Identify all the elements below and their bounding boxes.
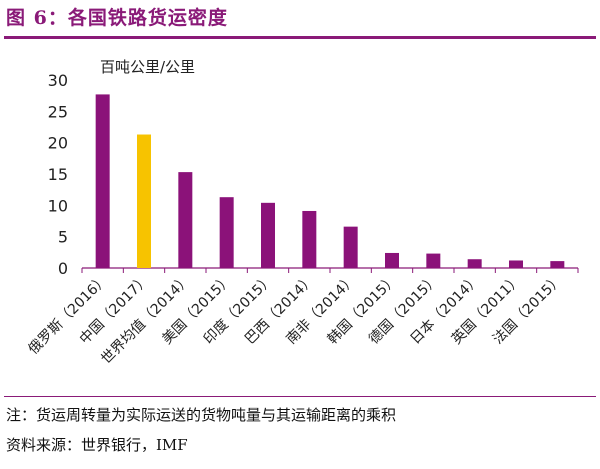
bar [137, 134, 151, 268]
source-note: 资料来源：世界银行，IMF [6, 436, 188, 454]
bar [467, 259, 482, 268]
bar [385, 252, 399, 268]
footnote: 注：货运周转量为实际运送的货物吨量与其运输距离的乘积 [6, 406, 397, 424]
y-tick-label: 25 [48, 102, 68, 121]
bar [550, 261, 565, 268]
bar [261, 202, 275, 268]
y-tick-label: 5 [58, 228, 68, 247]
y-unit-label: 百吨公里/公里 [100, 58, 195, 76]
bar [302, 210, 317, 268]
footer-divider [4, 396, 596, 397]
bar [95, 94, 110, 268]
y-tick-label: 30 [48, 71, 68, 90]
y-tick-label: 0 [58, 259, 68, 278]
bar [343, 226, 358, 268]
bar-chart: 百吨公里/公里051015202530俄罗斯（2016）中国（2017）世界均值… [25, 58, 579, 367]
y-tick-label: 10 [48, 196, 68, 215]
chart-title: 图 6：各国铁路货运密度 [6, 7, 228, 29]
bar [219, 197, 234, 268]
title-divider [4, 36, 596, 39]
bar [178, 172, 193, 268]
x-tick-label: 英国（2011） [448, 271, 525, 348]
y-tick-label: 20 [48, 134, 68, 153]
bar [426, 253, 441, 268]
y-tick-label: 15 [48, 165, 68, 184]
bar [509, 260, 523, 268]
